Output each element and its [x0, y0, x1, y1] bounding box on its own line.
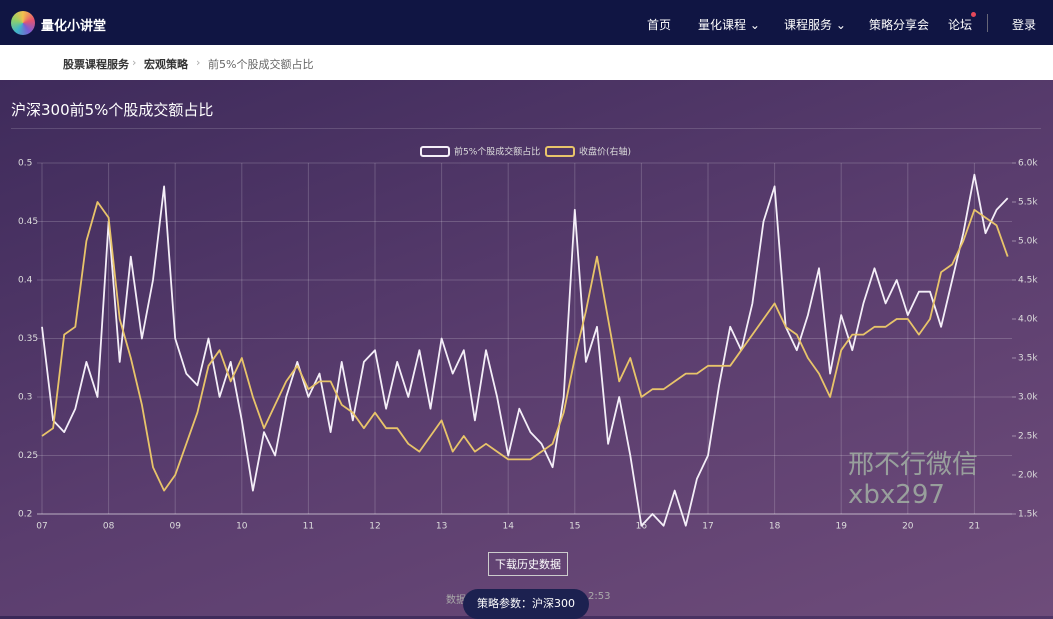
x-tick-label: 21 [969, 522, 980, 532]
x-tick-label: 11 [303, 522, 314, 532]
y2-tick-label: 4.5k [1018, 276, 1038, 286]
y-tick-label: 0.3 [18, 393, 32, 403]
footer-text: 2:53 [588, 591, 611, 602]
nav-item[interactable]: 量化课程 ⌄ [698, 18, 760, 32]
login[interactable]: 登录 [1012, 18, 1037, 32]
y2-tick-label: 2.5k [1018, 432, 1038, 442]
nav-text: 量化课程 [698, 18, 747, 32]
legend-label: 收盘价(右轴) [579, 146, 631, 158]
y-tick-label: 0.4 [18, 276, 33, 286]
page-title: 沪深300前5%个股成交额占比 [11, 101, 214, 119]
crumb: 前5%个股成交额占比 [208, 58, 314, 71]
breadcrumb: 股票课程服务 › 宏观策略 › 前5%个股成交额占比 [0, 45, 1053, 80]
x-tick-label: 19 [835, 522, 847, 532]
nav-item[interactable]: 策略分享会 [869, 18, 930, 32]
crumb[interactable]: 股票课程服务 [63, 58, 129, 71]
y2-tick-label: 3.0k [1018, 393, 1038, 403]
y2-tick-label: 5.5k [1018, 198, 1038, 208]
y2-tick-label: 4.0k [1018, 315, 1038, 325]
x-tick-label: 17 [702, 522, 713, 532]
y-tick-label: 0.5 [18, 159, 32, 169]
x-tick-label: 14 [502, 522, 514, 532]
params-pill[interactable]: 策略参数：沪深300 [463, 589, 589, 619]
header: 量化小讲堂 首页 量化课程 ⌄ 课程服务 ⌄ 策略分享会 论坛 登录 [0, 0, 1053, 45]
x-tick-label: 20 [902, 522, 914, 532]
y-tick-label: 0.25 [18, 451, 38, 461]
x-tick-label: 15 [569, 522, 580, 532]
sep: › [132, 56, 137, 69]
divider [987, 14, 988, 32]
nav-text: 课程服务 [784, 18, 833, 32]
y2-tick-label: 6.0k [1018, 159, 1038, 169]
y2-tick-label: 1.5k [1018, 510, 1038, 520]
x-tick-label: 18 [769, 522, 781, 532]
x-tick-label: 09 [169, 522, 181, 532]
download-button[interactable]: 下载历史数据 [488, 552, 568, 576]
nav-item[interactable]: 首页 [647, 18, 672, 32]
y2-tick-label: 2.0k [1018, 471, 1038, 481]
x-tick-label: 10 [236, 522, 248, 532]
legend-swatch [545, 146, 575, 157]
footer-text: 数据 [446, 595, 466, 606]
y2-tick-label: 5.0k [1018, 237, 1038, 247]
nav-item[interactable]: 课程服务 ⌄ [784, 18, 846, 32]
logo [11, 11, 35, 35]
watermark: xbx297 [848, 480, 945, 510]
series-line [41, 173, 1009, 527]
y-tick-label: 0.35 [18, 334, 38, 344]
legend-label: 前5%个股成交额占比 [454, 146, 540, 158]
legend-swatch [420, 146, 450, 157]
rule [11, 128, 1041, 129]
y-tick-label: 0.2 [18, 510, 32, 520]
series-line [41, 201, 1009, 492]
watermark: 邢不行微信 [848, 450, 979, 480]
brand[interactable]: 量化小讲堂 [41, 19, 107, 34]
x-tick-label: 13 [436, 522, 447, 532]
badge [971, 12, 976, 17]
y2-tick-label: 3.5k [1018, 354, 1038, 364]
x-tick-label: 12 [369, 522, 380, 532]
x-tick-label: 07 [36, 522, 47, 532]
crumb[interactable]: 宏观策略 [144, 58, 188, 71]
sep: › [196, 56, 201, 69]
nav-item[interactable]: 论坛 [948, 18, 973, 32]
y-tick-label: 0.45 [18, 217, 38, 227]
x-tick-label: 08 [103, 522, 115, 532]
